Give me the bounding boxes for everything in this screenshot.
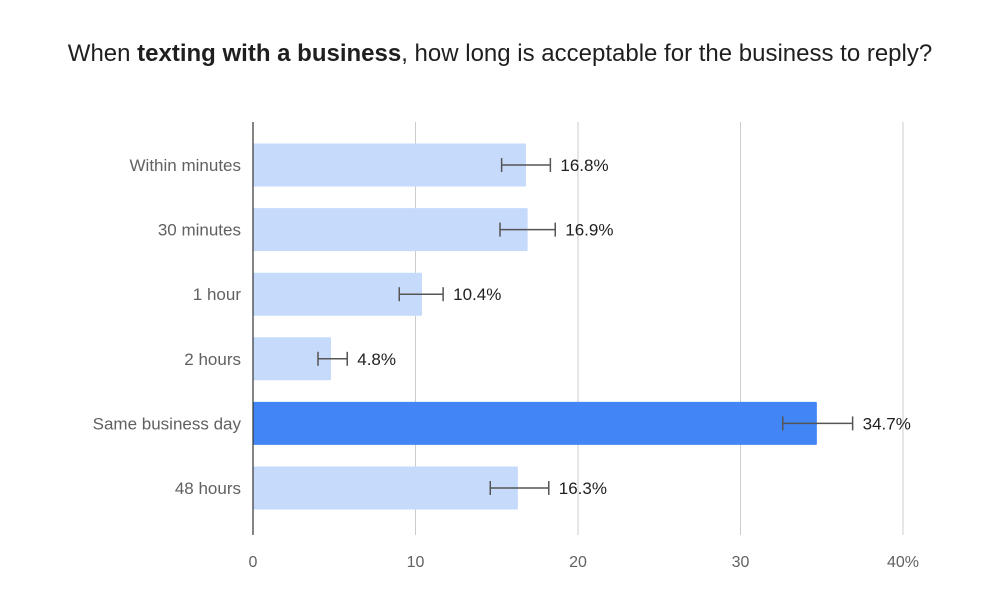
x-tick-label: 30 — [732, 554, 750, 571]
x-tick-label: 0 — [249, 554, 258, 571]
category-label: 30 minutes — [158, 221, 241, 240]
data-label: 16.3% — [559, 479, 607, 498]
bar — [253, 272, 422, 316]
x-tick-label: 10 — [407, 554, 425, 571]
x-tick-label: 20 — [569, 554, 587, 571]
title-part: texting with a business — [137, 40, 402, 67]
data-label: 34.7% — [863, 414, 911, 433]
bar — [253, 401, 817, 445]
x-tick-label: 40% — [887, 554, 919, 571]
category-label: 2 hours — [184, 350, 241, 369]
bar — [253, 337, 331, 381]
bar — [253, 143, 526, 187]
data-label: 4.8% — [357, 350, 396, 369]
category-label: Same business day — [93, 414, 242, 433]
data-label: 10.4% — [453, 285, 501, 304]
category-label: 1 hour — [193, 285, 242, 304]
data-label: 16.9% — [565, 221, 613, 240]
bar — [253, 466, 518, 510]
title-part: When — [67, 40, 138, 67]
data-label: 16.8% — [560, 156, 608, 175]
category-label: Within minutes — [130, 156, 241, 175]
bar — [253, 208, 528, 252]
title-part: , how long is acceptable for the busines… — [401, 40, 933, 67]
category-label: 48 hours — [175, 479, 241, 498]
chart-title: When texting with a business, how long i… — [0, 40, 1000, 68]
